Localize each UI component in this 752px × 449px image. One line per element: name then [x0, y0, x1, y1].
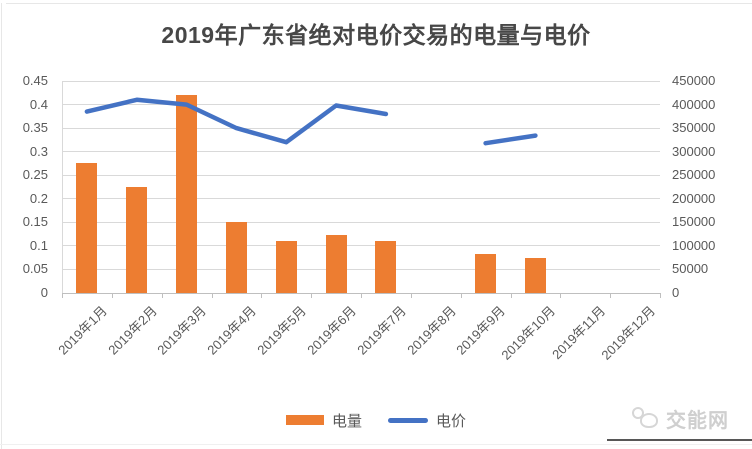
bottom-border-line — [0, 444, 752, 445]
legend-label-price: 电价 — [436, 412, 467, 430]
gridline — [62, 151, 660, 153]
y-axis-label-right: 450000 — [672, 73, 716, 88]
x-axis-label-2019年8月: 2019年8月 — [403, 303, 459, 358]
y-axis-label-right: 200000 — [672, 190, 716, 206]
x-axis-tick — [410, 293, 412, 298]
bar-电量-2019年7月 — [375, 240, 397, 293]
x-axis-label-2019年2月: 2019年2月 — [104, 303, 160, 358]
gridline — [62, 268, 660, 270]
y-axis-label-right: 400000 — [672, 96, 716, 112]
y-axis-label-right: 300000 — [672, 143, 716, 159]
y-axis-label-right: 50000 — [672, 261, 709, 277]
bar-电量-2019年9月 — [475, 254, 497, 293]
watermark-logo-icon — [630, 404, 666, 432]
bar-电量-2019年4月 — [225, 222, 247, 293]
y-axis-label-left: 0.4 — [29, 96, 48, 112]
gridline — [62, 245, 660, 247]
y-axis-label-left: 0.35 — [22, 120, 48, 136]
x-axis-tick — [560, 293, 562, 298]
y-axis-label-left: 0 — [40, 285, 48, 300]
chart-title: 2019年广东省绝对电价交易的电量与电价 — [161, 22, 591, 48]
y-axis-label-right: 250000 — [672, 167, 716, 183]
x-axis-label-2019年7月: 2019年7月 — [354, 303, 409, 358]
x-axis-tick — [660, 293, 661, 298]
bar-电量-2019年10月 — [524, 258, 546, 293]
price-line-svg — [84, 97, 538, 146]
x-axis-label-2019年4月: 2019年4月 — [204, 303, 260, 358]
x-axis-tick — [311, 293, 313, 298]
watermark-text: 交能网 — [666, 409, 729, 432]
x-axis-tick — [111, 293, 113, 298]
x-axis-label-2019年10月: 2019年10月 — [498, 303, 559, 363]
bar-电量-2019年6月 — [325, 235, 347, 293]
legend-item-volume: 电量 — [285, 410, 362, 431]
bar-电量-2019年3月 — [176, 95, 198, 293]
y-axis-label-right: 0 — [672, 285, 680, 300]
x-axis-tick — [261, 293, 263, 298]
x-axis-label-2019年5月: 2019年5月 — [254, 303, 309, 358]
x-axis-tick — [460, 293, 462, 298]
y-axis-label-left: 0.2 — [29, 190, 48, 206]
y-axis-label-left: 0.05 — [22, 261, 48, 277]
y-axis-label-left: 0.25 — [22, 167, 48, 183]
x-axis-label-2019年3月: 2019年3月 — [154, 303, 210, 358]
gridline — [62, 198, 660, 200]
legend-item-price: 电价 — [388, 410, 466, 431]
gridline — [62, 104, 660, 106]
x-axis-label-2019年6月: 2019年6月 — [304, 303, 359, 358]
legend-bar-swatch — [285, 415, 324, 425]
watermark: 交能网 — [630, 402, 752, 434]
x-axis-tick — [62, 293, 63, 298]
price-line-segment — [84, 97, 389, 145]
price-line-segment — [483, 133, 538, 146]
x-axis-tick — [361, 293, 362, 298]
top-border-line — [6, 3, 752, 4]
y-axis-label-right: 100000 — [672, 237, 716, 253]
gridline — [62, 127, 660, 129]
x-axis-tick — [211, 293, 213, 298]
x-axis-tick — [510, 293, 512, 298]
x-axis-tick — [610, 293, 612, 298]
gridline — [62, 174, 660, 176]
bar-电量-2019年5月 — [275, 241, 297, 293]
left-border-line — [1, 3, 2, 449]
y-axis-line — [62, 81, 63, 298]
y-axis-label-right: 350000 — [672, 120, 716, 136]
gridline — [62, 80, 660, 82]
y-axis-label-left: 0.3 — [29, 143, 48, 159]
bar-电量-2019年1月 — [76, 163, 98, 293]
y-axis-label-right: 150000 — [672, 214, 716, 230]
watermark-underline — [607, 439, 752, 441]
y-axis-label-left: 0.45 — [22, 73, 48, 88]
x-axis-label-2019年1月: 2019年1月 — [55, 303, 110, 358]
bar-电量-2019年2月 — [126, 187, 148, 293]
legend-line-swatch — [388, 417, 428, 423]
y-axis-label-left: 0.1 — [29, 237, 48, 253]
legend-label-volume: 电量 — [331, 412, 362, 430]
legend: 电量 电价 — [0, 408, 752, 432]
y-axis-label-left: 0.15 — [22, 214, 48, 230]
x-axis-tick — [161, 293, 163, 298]
gridline — [62, 221, 660, 223]
